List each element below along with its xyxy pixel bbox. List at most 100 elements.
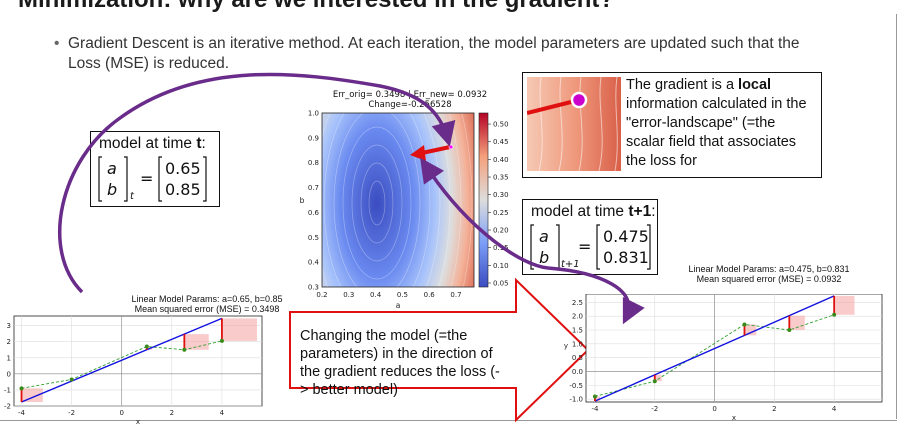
model-t1-equals: = — [578, 237, 591, 256]
data-point — [742, 322, 747, 327]
data-point — [832, 312, 837, 317]
model-t1-box: model at time t+1: a b t+1 = 0.475 0.831 — [522, 199, 658, 275]
model-t-value-b: 0.85 — [165, 180, 201, 199]
colorbar-ticks: 0.500.450.400.350.300.250.200.150.100.05 — [488, 121, 509, 288]
contour-y-tick: 0.8 — [308, 159, 319, 167]
contour-y-tick: 1.0 — [308, 110, 319, 118]
y-tick-label: 3 — [7, 322, 11, 330]
colorbar-tick: 0.10 — [493, 262, 509, 270]
y-tick-label: 2 — [7, 338, 11, 346]
y-tick-label: 1 — [7, 354, 11, 362]
data-point — [144, 344, 149, 349]
contour-y-tick: 0.7 — [308, 184, 319, 192]
contour-y-ticks: 0.30.40.50.60.70.80.91.0 — [308, 110, 320, 292]
model-t-matrix: a b t = 0.65 0.85 — [98, 156, 207, 202]
local-gradient-thumbnail — [527, 77, 621, 171]
y-tick-label: 2.5 — [572, 299, 583, 307]
x-tick-label: 4 — [832, 405, 837, 413]
chart-time-t: -4 -2 0 2 4 -2 -1 0 1 2 3 x — [4, 315, 263, 426]
model-t-equals: = — [140, 169, 153, 188]
colorbar-tick: 0.45 — [493, 138, 509, 146]
colorbar-tick: 0.25 — [493, 209, 509, 217]
y-tick-label: 0.0 — [572, 368, 583, 376]
model-t-value-a: 0.65 — [165, 159, 201, 178]
x-tick-label: -4 — [591, 405, 599, 413]
x-tick-label: -2 — [651, 405, 658, 413]
y-tick-label: 2.0 — [572, 313, 583, 321]
contour-title-line2: Change=-0.256528 — [368, 100, 451, 110]
y-tick-label: -0.5 — [569, 382, 583, 390]
model-t1-var-a: a — [539, 227, 549, 246]
data-point — [219, 338, 224, 343]
model-t-var-a: a — [107, 159, 117, 178]
gradient-note-text: The gradient is a local information calc… — [626, 77, 807, 169]
plot-frame — [13, 315, 263, 407]
colorbar-tick: 0.35 — [493, 174, 509, 182]
model-t-title: model at time t: — [99, 135, 206, 152]
y-tick-label: -1 — [4, 386, 11, 394]
contour-xlabel: a — [396, 301, 401, 310]
contour-x-tick: 0.4 — [370, 291, 382, 299]
chart-t-title: Linear Model Params: a=0.65, b=0.85 Mean… — [131, 294, 283, 314]
bullet-point: • Gradient Descent is an iterative metho… — [54, 34, 808, 74]
data-point — [592, 394, 597, 399]
x-tick-label: -4 — [18, 409, 26, 417]
chart-t1-title: Linear Model Params: a=0.475, b=0.831 Me… — [688, 264, 850, 284]
contour-x-tick: 0.5 — [397, 291, 408, 299]
y-tick-label: 0 — [7, 370, 11, 378]
change-note-text: Changing the model (=the parameters) in … — [300, 328, 500, 398]
x-tick-label: 2 — [772, 405, 776, 413]
model-t1-matrix: a b t+1 = 0.475 0.831 — [530, 224, 651, 270]
error-square — [184, 334, 209, 350]
colorbar — [478, 112, 489, 288]
bottom-divider — [0, 420, 897, 421]
slide-title: Minimization: why are we interested in t… — [18, 0, 614, 14]
y-tick-label: 0.5 — [572, 354, 583, 362]
contour-x-tick: 0.3 — [343, 291, 354, 299]
x-tick-label: -2 — [68, 409, 75, 417]
model-t-var-b: b — [107, 180, 117, 199]
model-line — [594, 295, 835, 402]
error-square — [221, 318, 257, 341]
error-square — [744, 324, 757, 336]
error-square — [594, 396, 601, 402]
x-tick-label: 2 — [170, 409, 174, 417]
y-tick-label: -1.0 — [569, 396, 583, 404]
x-axis-label: x — [732, 414, 736, 422]
error-square — [654, 374, 662, 382]
data-point — [182, 347, 187, 352]
contour-y-tick: 0.5 — [308, 234, 319, 242]
model-t1-subscript: t+1 — [561, 259, 580, 270]
colorbar-tick: 0.15 — [493, 244, 509, 252]
bullet-text: Gradient Descent is an iterative method.… — [68, 35, 800, 72]
contour-y-tick: 0.6 — [308, 209, 320, 217]
x-axis-label: x — [136, 418, 140, 426]
model-t1-title: model at time t+1: — [531, 203, 656, 220]
contour-y-tick: 0.4 — [308, 259, 320, 267]
model-t-box: model at time t: a b t = 0.65 0.85 — [90, 131, 220, 207]
y-axis-label: y — [564, 342, 568, 350]
model-line — [21, 317, 223, 403]
right-divider — [896, 14, 897, 419]
colorbar-tick: 0.50 — [493, 121, 509, 129]
y-tick-label: -2 — [4, 403, 11, 411]
chart-time-t1: -4 -2 0 2 4 -1.0 -0.5 0.0 0.5 1.0 1.5 2.0 2.5 x y — [564, 294, 883, 422]
current-param-marker — [448, 144, 454, 150]
top-banner: Minimization: why are we interested in t… — [0, 0, 905, 18]
bullet-dot-icon: • — [54, 35, 60, 52]
colorbar-tick: 0.20 — [493, 227, 509, 235]
model-t-subscript: t — [130, 191, 135, 202]
y-tick-label: 1.0 — [572, 340, 583, 348]
contour-x-tick: 0.2 — [316, 291, 327, 299]
model-t1-value-a: 0.475 — [603, 227, 649, 246]
x-tick-label: 4 — [220, 409, 225, 417]
x-tick-label: 0 — [712, 405, 716, 413]
gradient-note-box: The gradient is a local information calc… — [522, 72, 822, 178]
error-square — [21, 388, 43, 402]
y-tick-label: 1.5 — [572, 327, 583, 335]
contour-ylabel: b — [300, 196, 305, 205]
error-square — [789, 315, 805, 330]
contour-y-tick: 0.9 — [308, 134, 319, 142]
model-t1-var-b: b — [539, 248, 549, 267]
error-square — [834, 295, 855, 315]
